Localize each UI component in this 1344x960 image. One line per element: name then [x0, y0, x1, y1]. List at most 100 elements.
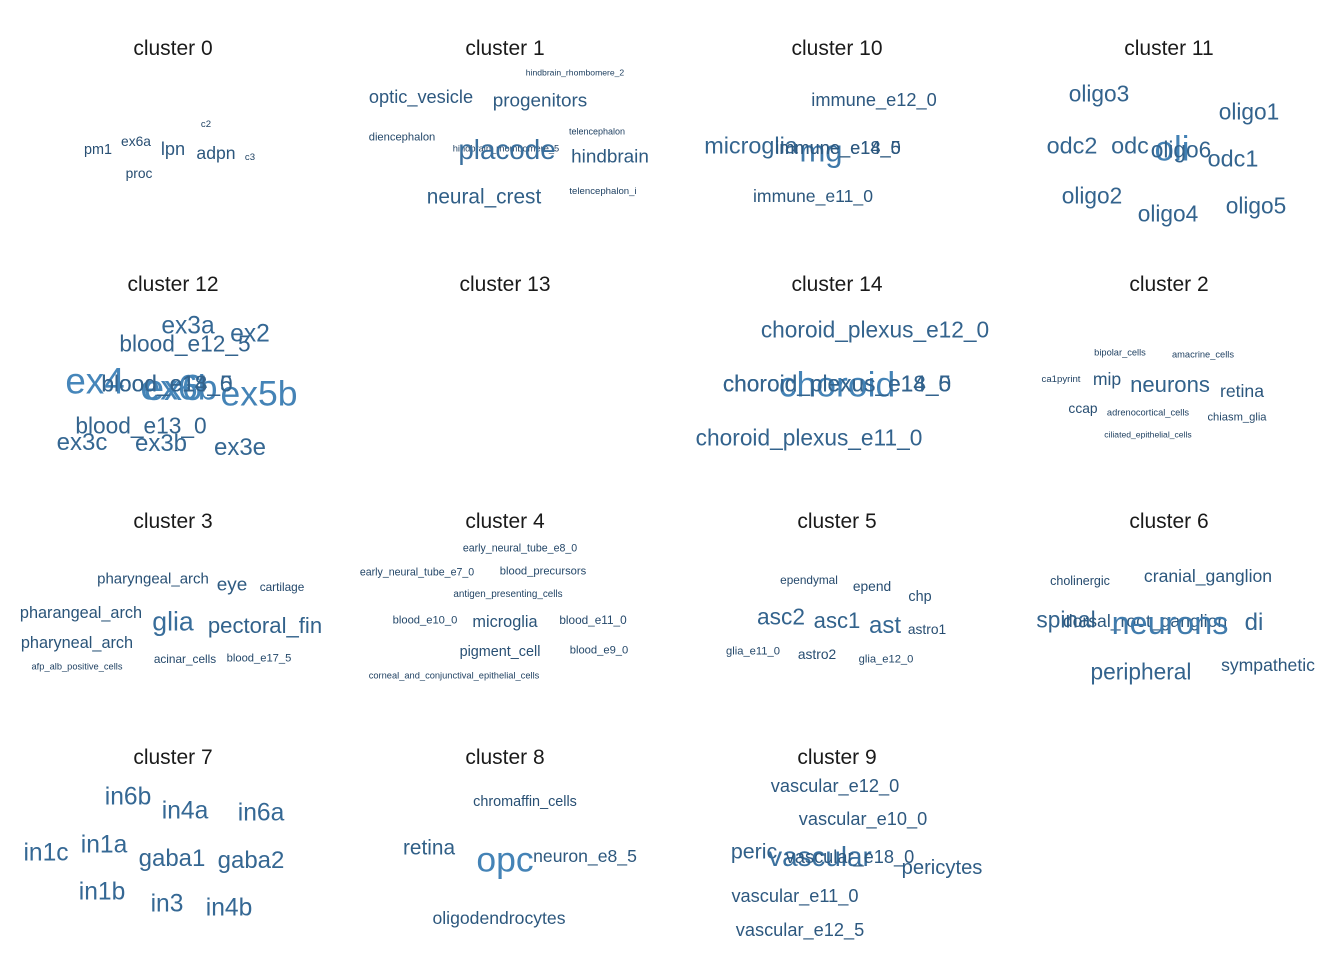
- word-label: oligodendrocytes: [432, 908, 566, 929]
- word-label: blood_e12_5: [119, 330, 251, 357]
- word-label: odc: [1111, 132, 1149, 159]
- panel-title: cluster 8: [465, 746, 545, 769]
- word-label: ast: [868, 612, 902, 639]
- word-label: telencephalon: [568, 126, 626, 137]
- word-label: gaba2: [217, 847, 285, 874]
- word-label: odc1: [1207, 145, 1259, 172]
- cluster-panel: cluster 3 pharyngeal_arch eye cartilage phar…: [7, 487, 339, 723]
- cluster-panel: cluster 13 blood_e12_5 blood_e14_5 blood_e1…: [75, 250, 671, 486]
- word-label: blood_e13_0: [75, 412, 207, 439]
- cluster-panel: cluster 4 early_neural_tube_e8_0 early_neu…: [339, 487, 671, 723]
- word-label: oligo5: [1225, 192, 1287, 219]
- cluster-panel: cluster 14 choroid_plexus_e12_0 choroid cho…: [671, 250, 1003, 486]
- word-label: opc: [476, 839, 534, 880]
- word-label: hindbrain_rhombomere_5: [452, 143, 560, 154]
- cluster-panel: cluster 5 ependymal epend chp asc2 asc1 ast ast…: [671, 487, 1003, 723]
- panel-title: cluster 10: [791, 37, 883, 60]
- panel-title: cluster 1: [465, 37, 545, 60]
- word-label: mip: [1092, 369, 1122, 390]
- word-label: pigment_cell: [459, 643, 541, 660]
- word-label: vascular_e12_0: [770, 775, 900, 796]
- word-label: chiasm_glia: [1207, 411, 1267, 424]
- cluster-panel: cluster 8 chromaffin_cells retina opc neuron…: [339, 723, 671, 959]
- word-label: bipolar_cells: [1094, 347, 1146, 358]
- word-label: eye: [216, 574, 248, 596]
- word-label: blood_e14_5: [101, 370, 233, 397]
- word-label: chp: [908, 588, 932, 605]
- panel-title: cluster 4: [465, 510, 545, 533]
- word-label: placode: [458, 134, 556, 166]
- word-label: vascular_e11_0: [731, 885, 859, 906]
- word-label: ex2: [230, 320, 270, 348]
- word-label: ex3e: [213, 434, 267, 461]
- panel-title: cluster 7: [133, 746, 213, 769]
- cluster-panel: cluster 6 cholinergic cranial_ganglion spin…: [1003, 487, 1335, 723]
- word-label: vascular_e10_0: [798, 808, 928, 829]
- word-label: astro2: [797, 647, 837, 663]
- word-label: pharyneal_arch: [20, 633, 134, 652]
- panel-title: cluster 5: [797, 510, 877, 533]
- word-label: chromaffin_cells: [473, 793, 577, 810]
- word-label: pectoral_fin: [207, 612, 323, 638]
- word-label: ex6: [143, 366, 203, 408]
- cluster-panel: cluster 7 in6b in4a in6a in1c in1a gaba1 gaba2 i…: [7, 723, 339, 959]
- word-label: oligo1: [1218, 98, 1280, 125]
- word-label: c2: [200, 119, 212, 131]
- word-label: vascular_e12_5: [735, 919, 865, 940]
- word-label: vascular_e18_0: [785, 846, 915, 867]
- panel-title: cluster 3: [133, 510, 213, 533]
- word-label: dorsal_root_ganglion: [1062, 611, 1228, 632]
- word-label: glia_e12_0: [858, 653, 914, 666]
- word-label: in1a: [80, 831, 128, 859]
- word-label: blood_e17_5: [226, 652, 292, 665]
- word-label: astro1: [907, 622, 947, 638]
- word-label: oligo4: [1137, 200, 1199, 227]
- word-label: oligo3: [1068, 80, 1130, 107]
- word-label: ex5b: [220, 373, 298, 414]
- word-label: peric: [730, 839, 778, 864]
- word-label: cranial_ganglion: [1143, 566, 1273, 587]
- word-label: choroid_plexus_e12_0: [760, 316, 990, 343]
- word-label: immune_e12_0: [811, 89, 937, 110]
- word-label: choroid_plexus_e11_0: [695, 424, 923, 451]
- word-label: in1b: [78, 878, 126, 906]
- word-label: choroid: [778, 364, 896, 405]
- word-label: c3: [244, 152, 256, 164]
- word-label: blood_precursors: [499, 565, 587, 578]
- word-label: cartilage: [259, 580, 305, 595]
- word-label: immune_e18_0: [775, 137, 901, 158]
- panel-title: cluster 11: [1124, 37, 1214, 60]
- cluster-panel: cluster 1 hindbrain_rhombomere_2 optic_ves…: [339, 14, 671, 250]
- word-label: hindbrain_rhombomere_2: [525, 67, 625, 78]
- word-label: ex3b: [134, 430, 188, 457]
- word-label: glia: [152, 606, 194, 637]
- panel-title: cluster 6: [1129, 510, 1209, 533]
- word-label: choroid_plexus_e18_0: [722, 370, 952, 397]
- word-label: blood_e11_0: [559, 613, 627, 628]
- word-label: oligo6: [1150, 136, 1212, 163]
- word-label: sympathetic: [1221, 655, 1315, 676]
- word-label: ex3c: [56, 429, 108, 456]
- word-label: oli: [1154, 129, 1190, 169]
- word-label: asc2: [757, 603, 805, 630]
- word-label: ex6b: [140, 367, 218, 408]
- word-label: vascular: [768, 841, 872, 873]
- word-label: amacrine_cells: [1171, 349, 1235, 360]
- word-label: oligo2: [1061, 182, 1123, 209]
- word-label: acinar_cells: [153, 652, 217, 667]
- word-label: blood_e9_0: [569, 644, 629, 657]
- word-label: proc: [125, 166, 153, 182]
- word-label: retina: [402, 836, 456, 860]
- word-label: corneal_and_conjunctival_epithelial_cell…: [368, 670, 540, 681]
- word-label: neural_crest: [426, 185, 542, 209]
- cluster-panel: cluster 0 pm1 ex6a lpn c2 adpn c3 proc: [7, 14, 339, 250]
- panel-title: cluster 14: [791, 273, 883, 296]
- word-label: cholinergic: [1050, 573, 1110, 588]
- word-label: immune_e11_0: [753, 186, 873, 207]
- cluster-panel: cluster 9 vascular_e12_0 vascular_e10_0 per…: [671, 723, 1003, 959]
- word-label: in6b: [104, 783, 152, 811]
- word-label: asc1: [813, 607, 861, 633]
- word-label: early_neural_tube_e8_0: [462, 542, 578, 555]
- word-label: ex6a: [121, 134, 151, 150]
- word-label: neurons: [1130, 371, 1210, 397]
